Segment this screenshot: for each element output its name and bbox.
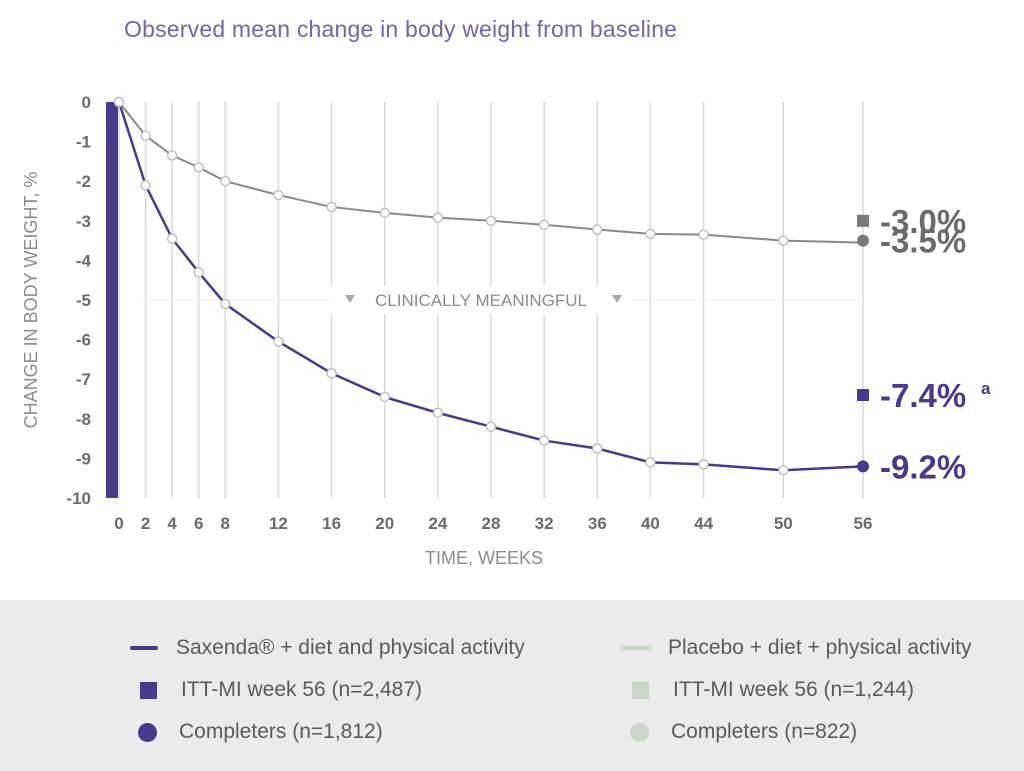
saxenda-endpoint-label: -7.4% bbox=[880, 377, 966, 414]
legend-item-placebo: Placebo + diet + physical activity bbox=[622, 636, 972, 660]
x-tick-label: 24 bbox=[428, 514, 447, 533]
x-tick-label: 0 bbox=[114, 514, 123, 533]
y-tick-label: -6 bbox=[76, 331, 91, 350]
placebo-data-point bbox=[645, 228, 656, 240]
legend-label-saxenda-completers: Completers (n=1,812) bbox=[179, 720, 383, 743]
x-tick-label: 4 bbox=[167, 514, 177, 533]
y-tick-label: -7 bbox=[76, 370, 91, 389]
saxenda-data-point bbox=[166, 233, 178, 244]
legend-item-placebo-completers: Completers (n=822) bbox=[630, 720, 857, 744]
saxenda-series-line bbox=[117, 101, 864, 472]
down-triangle-icon bbox=[612, 295, 622, 303]
placebo-data-point bbox=[166, 150, 178, 161]
x-tick-label: 32 bbox=[535, 514, 554, 533]
saxenda-data-point bbox=[273, 336, 284, 347]
saxenda-data-point bbox=[193, 267, 204, 278]
saxenda-data-point bbox=[379, 391, 390, 403]
x-tick-label: 44 bbox=[694, 514, 713, 533]
x-tick-label: 12 bbox=[269, 514, 288, 533]
placebo-data-point bbox=[326, 201, 337, 213]
placebo-data-point bbox=[538, 219, 550, 230]
placebo-series-line bbox=[118, 101, 864, 244]
legend: Saxenda® + diet and physical activity IT… bbox=[0, 600, 1024, 771]
y-tick-label: 0 bbox=[82, 93, 91, 112]
saxenda-data-point bbox=[538, 435, 550, 446]
x-axis-title: TIME, WEEKS bbox=[425, 548, 543, 568]
placebo-data-point bbox=[379, 207, 390, 219]
reference-label: CLINICALLY MEANINGFUL bbox=[375, 291, 587, 310]
y-tick-label: -8 bbox=[76, 410, 91, 429]
y-tick-label: -3 bbox=[76, 212, 91, 231]
reference-label-bg bbox=[330, 286, 632, 314]
legend-item-saxenda: Saxenda® + diet and physical activity bbox=[130, 636, 525, 660]
legend-label-placebo-itt: ITT-MI week 56 (n=1,244) bbox=[673, 678, 915, 701]
y-tick-label: -9 bbox=[76, 449, 91, 468]
x-tick-label: 2 bbox=[141, 514, 150, 533]
placebo-data-point bbox=[140, 130, 151, 141]
placebo-data-point bbox=[113, 96, 125, 108]
y-tick-label: -1 bbox=[76, 133, 91, 152]
y-tick-label: -4 bbox=[76, 251, 92, 270]
saxenda-data-point bbox=[592, 443, 603, 454]
x-tick-label: 28 bbox=[482, 514, 501, 533]
x-tick-label: 6 bbox=[194, 514, 203, 533]
down-triangle-icon bbox=[345, 295, 355, 303]
y-tick-label: -10 bbox=[66, 489, 91, 508]
placebo-itt-marker bbox=[857, 214, 869, 227]
placebo-data-point bbox=[778, 235, 789, 246]
saxenda-data-point bbox=[645, 457, 656, 468]
saxenda-data-point bbox=[220, 298, 231, 310]
saxenda-data-point bbox=[485, 421, 497, 432]
placebo-data-point bbox=[485, 215, 497, 227]
placebo-line-swatch bbox=[622, 646, 650, 650]
x-tick-label: 36 bbox=[588, 514, 607, 533]
chart-title: Observed mean change in body weight from… bbox=[124, 16, 678, 42]
x-tick-label: 20 bbox=[375, 514, 394, 533]
saxenda-data-point bbox=[778, 465, 789, 476]
placebo-endpoint-label: -3.5% bbox=[880, 223, 966, 260]
saxenda-completers-marker bbox=[857, 460, 869, 473]
x-tick-label: 16 bbox=[322, 514, 341, 533]
y-tick-label: -5 bbox=[76, 291, 91, 310]
x-tick-label: 8 bbox=[221, 514, 230, 533]
y-tick-label: -2 bbox=[76, 172, 91, 191]
weight-change-chart: CLINICALLY MEANINGFUL 0 -1 -2 -3 -4 -5 -6 -7 -8 -9… bbox=[21, 93, 991, 568]
saxenda-line-swatch bbox=[130, 646, 158, 650]
placebo-endpoint-label: -3.0% bbox=[880, 203, 966, 240]
y-axis-bar bbox=[106, 102, 118, 498]
x-tick-label: 40 bbox=[641, 514, 660, 533]
placebo-data-point bbox=[698, 229, 709, 240]
placebo-data-point bbox=[193, 162, 204, 173]
saxenda-data-point bbox=[326, 368, 337, 379]
y-axis-title: CHANGE IN BODY WEIGHT, % bbox=[21, 172, 41, 429]
saxenda-data-point bbox=[140, 179, 151, 191]
saxenda-data-point bbox=[432, 407, 444, 419]
legend-label-saxenda-itt: ITT-MI week 56 (n=2,487) bbox=[181, 678, 423, 701]
legend-item-saxenda-completers: Completers (n=1,812) bbox=[138, 720, 383, 744]
placebo-data-point bbox=[220, 175, 231, 187]
placebo-data-point bbox=[273, 189, 284, 201]
placebo-data-point bbox=[592, 224, 603, 235]
legend-item-placebo-itt: ITT-MI week 56 (n=1,244) bbox=[632, 678, 914, 702]
x-tick-label: 50 bbox=[774, 514, 793, 533]
placebo-square-swatch bbox=[632, 681, 649, 699]
placebo-data-point bbox=[432, 212, 444, 223]
x-tick-label: 56 bbox=[854, 514, 873, 533]
legend-label-saxenda: Saxenda® + diet and physical activity bbox=[176, 636, 525, 659]
legend-label-placebo: Placebo + diet + physical activity bbox=[668, 636, 972, 659]
placebo-completers-marker bbox=[857, 234, 869, 247]
saxenda-square-swatch bbox=[140, 681, 157, 699]
saxenda-data-point bbox=[698, 459, 709, 470]
saxenda-circle-swatch bbox=[138, 722, 157, 742]
legend-label-placebo-completers: Completers (n=822) bbox=[671, 720, 858, 743]
footnote-superscript: a bbox=[981, 379, 991, 398]
legend-item-saxenda-itt: ITT-MI week 56 (n=2,487) bbox=[140, 678, 422, 702]
saxenda-endpoint-label: -9.2% bbox=[880, 448, 966, 485]
saxenda-itt-marker bbox=[857, 389, 869, 402]
placebo-circle-swatch bbox=[630, 722, 649, 742]
